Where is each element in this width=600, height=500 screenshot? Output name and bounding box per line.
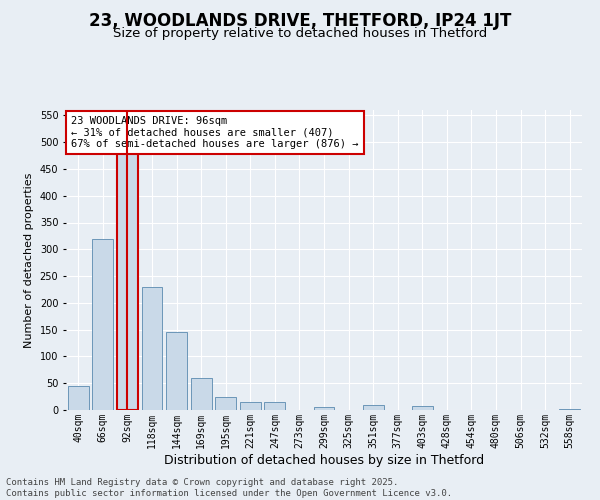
Bar	[68, 386, 89, 410]
Bar	[412, 406, 433, 410]
Y-axis label: Number of detached properties: Number of detached properties	[24, 172, 34, 348]
Bar	[215, 396, 236, 410]
Bar	[362, 404, 383, 410]
Bar	[191, 378, 212, 410]
Text: Contains HM Land Registry data © Crown copyright and database right 2025.
Contai: Contains HM Land Registry data © Crown c…	[6, 478, 452, 498]
Bar	[559, 409, 580, 410]
X-axis label: Distribution of detached houses by size in Thetford: Distribution of detached houses by size …	[164, 454, 484, 466]
Bar	[92, 238, 113, 410]
Bar	[240, 402, 261, 410]
Text: 23 WOODLANDS DRIVE: 96sqm
← 31% of detached houses are smaller (407)
67% of semi: 23 WOODLANDS DRIVE: 96sqm ← 31% of detac…	[71, 116, 359, 149]
Bar	[166, 332, 187, 410]
Bar	[314, 408, 334, 410]
Text: 23, WOODLANDS DRIVE, THETFORD, IP24 1JT: 23, WOODLANDS DRIVE, THETFORD, IP24 1JT	[89, 12, 511, 30]
Bar	[117, 137, 138, 410]
Text: Size of property relative to detached houses in Thetford: Size of property relative to detached ho…	[113, 28, 487, 40]
Bar	[265, 402, 286, 410]
Bar	[142, 287, 163, 410]
